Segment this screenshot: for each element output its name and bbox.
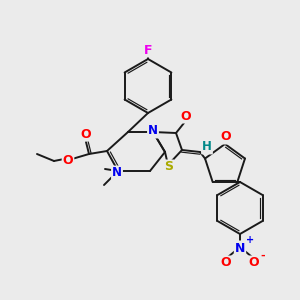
Text: N: N — [112, 167, 122, 179]
Text: F: F — [144, 44, 152, 56]
Text: S: S — [164, 160, 173, 173]
Text: +: + — [246, 235, 254, 245]
Text: H: H — [202, 140, 212, 154]
Text: O: O — [81, 128, 91, 140]
Text: O: O — [249, 256, 259, 269]
Text: O: O — [221, 256, 231, 269]
Text: -: - — [260, 251, 265, 261]
Text: O: O — [221, 130, 231, 143]
Text: N: N — [235, 242, 245, 254]
Text: N: N — [148, 124, 158, 137]
Text: O: O — [63, 154, 73, 166]
Text: O: O — [181, 110, 191, 122]
